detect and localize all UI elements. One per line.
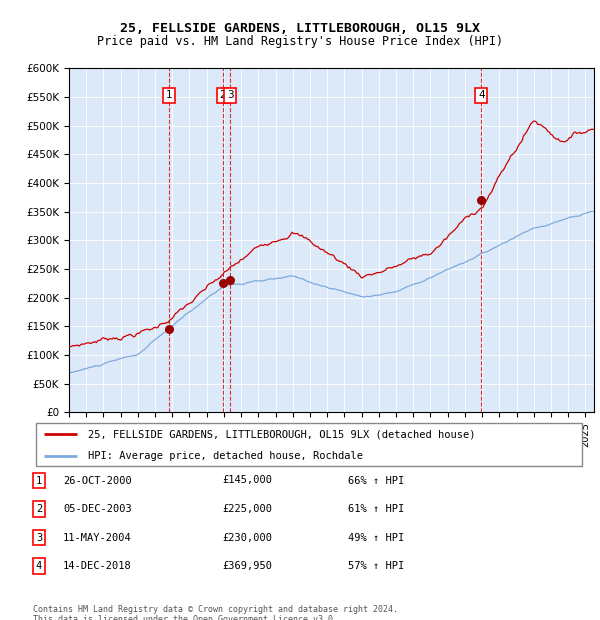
Point [164, 324, 174, 334]
Text: 57% ↑ HPI: 57% ↑ HPI [348, 561, 404, 571]
Text: 61% ↑ HPI: 61% ↑ HPI [348, 504, 404, 514]
Text: 26-OCT-2000: 26-OCT-2000 [63, 476, 132, 485]
Text: £225,000: £225,000 [222, 504, 272, 514]
Text: 4: 4 [36, 561, 42, 571]
Text: Price paid vs. HM Land Registry's House Price Index (HPI): Price paid vs. HM Land Registry's House … [97, 35, 503, 48]
Text: 3: 3 [36, 533, 42, 542]
Point [218, 278, 227, 288]
Text: 66% ↑ HPI: 66% ↑ HPI [348, 476, 404, 485]
Text: Contains HM Land Registry data © Crown copyright and database right 2024.
This d: Contains HM Land Registry data © Crown c… [33, 604, 398, 620]
Point [476, 195, 486, 205]
Text: 2: 2 [219, 90, 226, 100]
Text: 1: 1 [36, 476, 42, 485]
Text: 25, FELLSIDE GARDENS, LITTLEBOROUGH, OL15 9LX (detached house): 25, FELLSIDE GARDENS, LITTLEBOROUGH, OL1… [89, 429, 476, 439]
FancyBboxPatch shape [36, 423, 583, 466]
Text: £145,000: £145,000 [222, 476, 272, 485]
Text: 25, FELLSIDE GARDENS, LITTLEBOROUGH, OL15 9LX: 25, FELLSIDE GARDENS, LITTLEBOROUGH, OL1… [120, 22, 480, 35]
Text: £230,000: £230,000 [222, 533, 272, 542]
Text: 14-DEC-2018: 14-DEC-2018 [63, 561, 132, 571]
Text: HPI: Average price, detached house, Rochdale: HPI: Average price, detached house, Roch… [89, 451, 364, 461]
Text: 4: 4 [478, 90, 485, 100]
Text: £369,950: £369,950 [222, 561, 272, 571]
Text: 3: 3 [227, 90, 233, 100]
Text: 1: 1 [166, 90, 172, 100]
Text: 05-DEC-2003: 05-DEC-2003 [63, 504, 132, 514]
Text: 11-MAY-2004: 11-MAY-2004 [63, 533, 132, 542]
Text: 49% ↑ HPI: 49% ↑ HPI [348, 533, 404, 542]
Text: 2: 2 [36, 504, 42, 514]
Point [226, 275, 235, 285]
